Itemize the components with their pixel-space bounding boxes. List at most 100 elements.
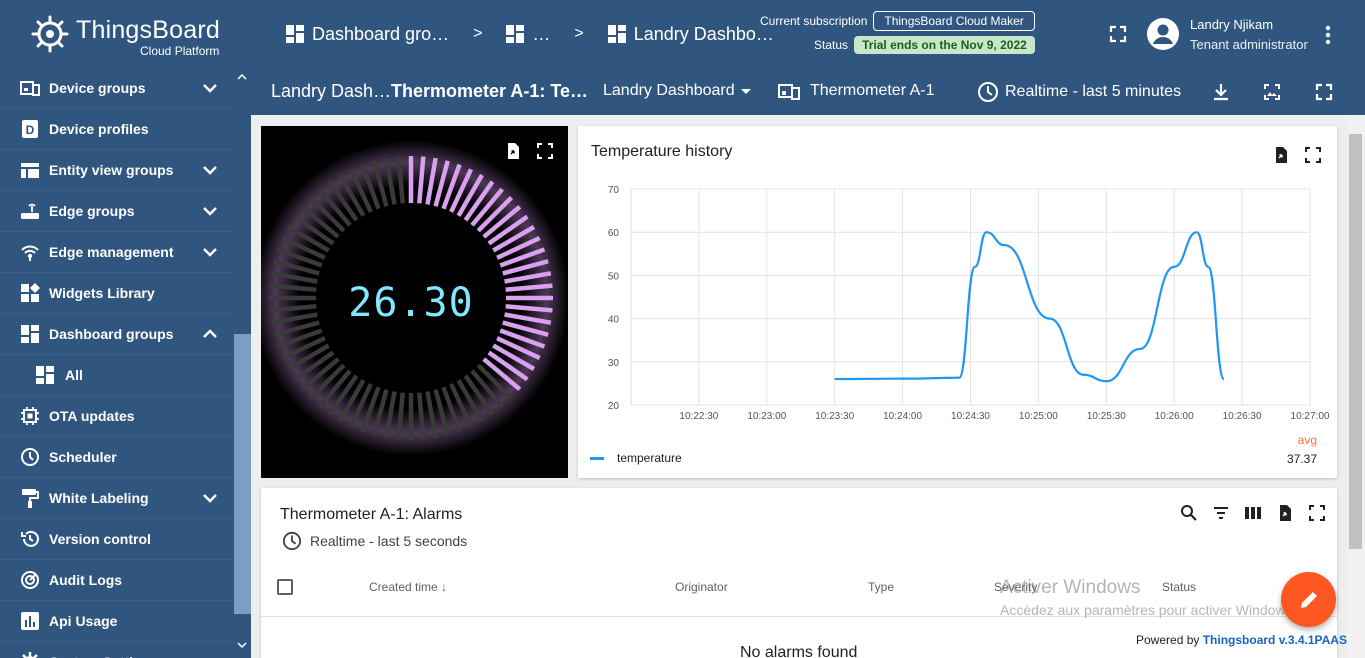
table-divider	[261, 616, 1337, 617]
fullscreen-icon[interactable]	[1308, 504, 1326, 522]
sidebar-item-edge-groups[interactable]: Edge groups	[0, 191, 234, 232]
sidebar-item-system-settings[interactable]: System Settings	[0, 642, 234, 658]
sidebar-item-dashboard-groups[interactable]: Dashboard groups	[0, 314, 234, 355]
export-widget-icon[interactable]	[504, 142, 522, 160]
filter-icon[interactable]	[1212, 504, 1230, 522]
export-widget-icon[interactable]	[1272, 146, 1290, 164]
search-icon[interactable]	[1180, 504, 1198, 522]
gauge-tick-active	[502, 320, 549, 337]
sidebar-item-label: System Settings	[49, 654, 158, 658]
legend-avg-value: 37.37	[1286, 452, 1317, 466]
powered-link[interactable]: Thingsboard v.3.4.1PAAS	[1202, 633, 1347, 647]
gauge-tick-active	[487, 214, 529, 246]
gauge-tick-active	[482, 205, 522, 239]
sidebar-item-all[interactable]: All	[0, 355, 234, 396]
sidebar-item-edge-management[interactable]: Edge management	[0, 232, 234, 273]
download-icon[interactable]	[1211, 82, 1231, 102]
sidebar-item-entity-view-groups[interactable]: Entity view groups	[0, 150, 234, 191]
sidebar-item-ota-updates[interactable]: OTA updates	[0, 396, 234, 437]
columns-icon[interactable]	[1244, 504, 1262, 522]
select-all-checkbox[interactable]	[277, 579, 293, 595]
view-groups-icon	[21, 163, 39, 178]
sidebar-item-audit-logs[interactable]: Audit Logs	[0, 560, 234, 601]
gauge-tick-active	[504, 271, 552, 284]
chevron-down-icon[interactable]	[201, 243, 219, 261]
x-tick-label: 10:25:30	[1087, 411, 1126, 422]
scroll-down-arrow-icon[interactable]	[237, 640, 247, 650]
timewindow-button[interactable]: Realtime - last 5 minutes	[977, 81, 1181, 103]
x-tick-label: 10:22:30	[679, 411, 718, 422]
bar-chart-icon	[21, 612, 39, 630]
gauge-tick-active	[482, 357, 522, 391]
page-scroll-thumb[interactable]	[1349, 134, 1362, 549]
sidebar-item-version-control[interactable]: Version control	[0, 519, 234, 560]
column-created-time[interactable]: Created time ↓	[369, 580, 447, 594]
account-circle-icon[interactable]	[1147, 18, 1179, 50]
export-image-icon[interactable]	[1262, 82, 1282, 102]
alarm-timewindow[interactable]: Realtime - last 5 seconds	[282, 531, 467, 551]
history-icon	[21, 530, 39, 547]
breadcrumb-dashboard-groups[interactable]: Dashboard gro…	[286, 24, 449, 45]
gauge-tick-active	[492, 343, 536, 371]
x-tick-label: 10:26:30	[1223, 411, 1262, 422]
fullscreen-icon[interactable]	[536, 142, 554, 160]
gauge-tick-inactive	[300, 205, 340, 239]
gauge-tick-active	[425, 157, 438, 205]
x-tick-label: 10:25:00	[1019, 411, 1058, 422]
fullscreen-icon[interactable]	[1304, 146, 1322, 164]
gauge-tick-inactive	[273, 320, 320, 337]
gauge-tick-inactive	[449, 383, 474, 428]
clock-icon	[978, 82, 998, 102]
sidebar-item-device-profiles[interactable]: D Device profiles	[0, 109, 234, 150]
app-name: ThingsBoard	[76, 16, 220, 44]
top-header: ThingsBoard Cloud Platform Dashboard gro…	[0, 0, 1365, 68]
gauge-tick-inactive	[286, 343, 330, 371]
scroll-up-arrow-icon[interactable]	[237, 72, 247, 82]
y-tick-label: 40	[608, 315, 620, 326]
chevron-down-icon[interactable]	[201, 202, 219, 220]
export-widget-icon[interactable]	[1276, 504, 1294, 522]
gauge-tick-inactive	[396, 156, 405, 204]
column-originator[interactable]: Originator	[675, 580, 728, 594]
chevron-down-icon[interactable]	[201, 79, 219, 97]
gauge-tick-active	[456, 173, 484, 217]
entity-aliases-button[interactable]: Thermometer A-1	[778, 82, 934, 100]
dashboard-select[interactable]: Landry Dashboard	[603, 82, 753, 100]
column-status[interactable]: Status	[1162, 580, 1197, 594]
fullscreen-icon[interactable]	[1108, 24, 1128, 44]
column-severity[interactable]: Severity	[994, 580, 1038, 594]
sidebar-item-scheduler[interactable]: Scheduler	[0, 437, 234, 478]
sidebar-item-white-labeling[interactable]: White Labeling	[0, 478, 234, 519]
temperature-line-chart[interactable]: 70 60 50 40 30 20 10:22:30 10:23:00 10:23:30 10:2…	[578, 126, 1337, 426]
user-name[interactable]: Landry Njikam	[1190, 17, 1274, 32]
gauge-tick-inactive	[348, 383, 373, 428]
breadcrumb-group[interactable]: …	[506, 24, 550, 45]
legend-series-name[interactable]: temperature	[617, 451, 682, 465]
subscription-plan-badge[interactable]: ThingsBoard Cloud Maker	[873, 11, 1035, 31]
sidebar-item-api-usage[interactable]: Api Usage	[0, 601, 234, 642]
device-profile-icon: D	[22, 120, 38, 138]
sidebar-item-label: Version control	[49, 531, 151, 547]
fullscreen-icon[interactable]	[1314, 82, 1334, 102]
chevron-down-icon[interactable]	[201, 489, 219, 507]
gear-icon	[22, 652, 38, 658]
edit-dashboard-button[interactable]	[1281, 572, 1336, 627]
chevron-up-icon[interactable]	[201, 325, 219, 343]
logo[interactable]: ThingsBoard Cloud Platform	[0, 0, 251, 68]
more-vert-icon[interactable]	[1318, 24, 1338, 46]
y-tick-label: 20	[608, 401, 620, 412]
sidebar-scroll-thumb[interactable]	[234, 334, 251, 614]
breadcrumb-current-dashboard[interactable]: Landry Dashbo…	[607, 24, 774, 45]
chevron-down-icon[interactable]	[201, 161, 219, 179]
gauge-tick-inactive	[384, 157, 397, 205]
column-type[interactable]: Type	[868, 580, 895, 594]
powered-prefix: Powered by	[1136, 633, 1200, 647]
sidebar-item-device-groups[interactable]: Device groups	[0, 68, 234, 109]
sidebar-item-widgets-library[interactable]: Widgets Library	[0, 273, 234, 314]
gauge-tick-inactive	[417, 392, 426, 440]
sidebar-item-label: Api Usage	[49, 613, 118, 629]
sidebar-item-label: Edge management	[49, 244, 174, 260]
legend-avg-header: avg	[1297, 433, 1317, 447]
chevron-down-icon[interactable]	[201, 653, 219, 658]
devices-icon	[20, 81, 40, 96]
